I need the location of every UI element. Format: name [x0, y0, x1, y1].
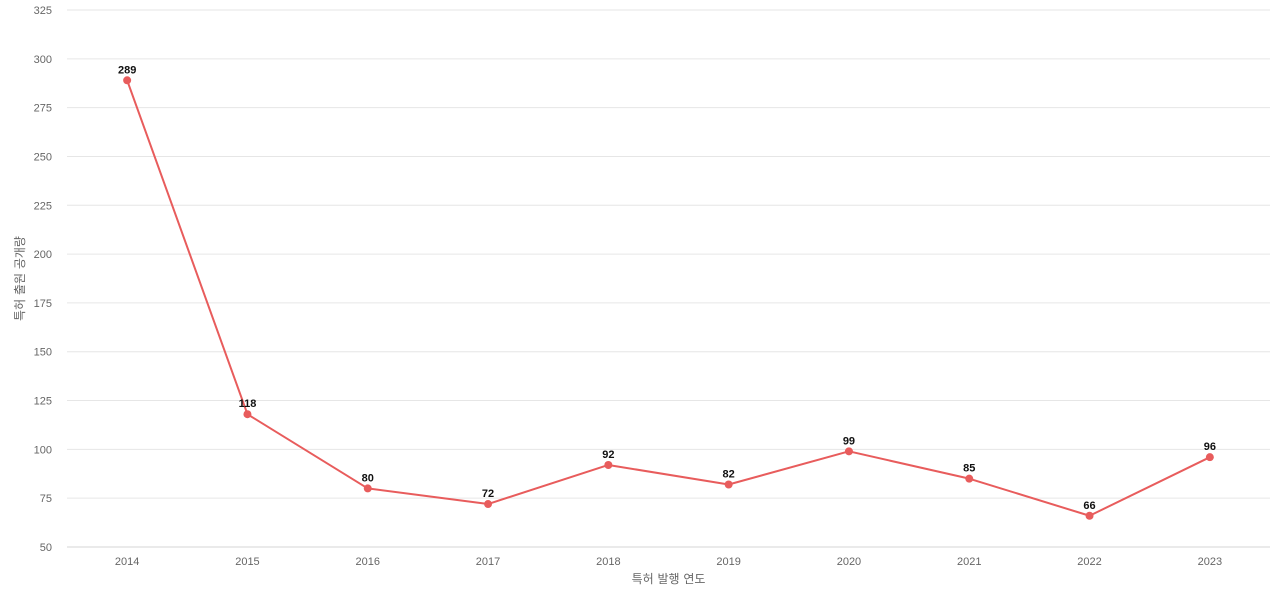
data-label: 289 — [118, 64, 136, 76]
data-points — [123, 76, 1214, 520]
y-tick-label: 75 — [40, 493, 52, 505]
x-axis-title: 특허 발행 연도 — [632, 571, 706, 586]
x-tick-label: 2014 — [115, 556, 139, 568]
data-point[interactable] — [724, 480, 733, 489]
y-tick-label: 125 — [34, 396, 52, 408]
y-axis-ticks: 50 75 100 125 150 175 200 225 250 275 300 325 — [34, 5, 52, 554]
y-tick-label: 225 — [34, 200, 52, 212]
y-tick-label: 200 — [34, 249, 52, 261]
series-line — [126, 79, 1211, 517]
data-label: 99 — [843, 435, 855, 447]
y-tick-label: 325 — [34, 5, 52, 17]
series-layer — [126, 79, 1211, 517]
data-point[interactable] — [604, 460, 613, 469]
y-tick-label: 50 — [40, 542, 52, 554]
x-tick-label: 2022 — [1077, 556, 1101, 568]
x-tick-label: 2023 — [1198, 556, 1222, 568]
data-point[interactable] — [243, 410, 252, 419]
x-axis-ticks: 2014 2015 2016 2017 2018 2019 2020 2021 2022 2023 — [115, 556, 1222, 568]
y-tick-label: 250 — [34, 151, 52, 163]
data-point[interactable] — [484, 500, 493, 509]
x-tick-label: 2015 — [235, 556, 259, 568]
data-label: 82 — [723, 469, 735, 481]
data-label: 96 — [1204, 441, 1216, 453]
x-tick-label: 2016 — [356, 556, 380, 568]
x-tick-label: 2020 — [837, 556, 861, 568]
data-label: 85 — [963, 463, 975, 475]
gridlines — [67, 9, 1270, 499]
data-point[interactable] — [123, 76, 132, 85]
y-tick-label: 300 — [34, 54, 52, 66]
x-tick-label: 2018 — [596, 556, 620, 568]
data-label: 80 — [362, 472, 374, 484]
y-tick-label: 150 — [34, 347, 52, 359]
data-point[interactable] — [844, 447, 853, 456]
data-point[interactable] — [1085, 511, 1094, 520]
y-axis-title: 특허 출원 공개량 — [13, 236, 27, 321]
data-point[interactable] — [363, 484, 372, 493]
y-tick-label: 275 — [34, 103, 52, 115]
y-tick-label: 175 — [34, 298, 52, 310]
data-label: 118 — [239, 398, 257, 410]
data-label: 66 — [1083, 500, 1095, 512]
data-label: 92 — [602, 449, 614, 461]
y-tick-label: 100 — [34, 444, 52, 456]
data-labels: 289 118 80 72 92 82 99 85 66 96 — [118, 64, 1216, 511]
data-point[interactable] — [1205, 453, 1214, 462]
data-label: 72 — [482, 488, 494, 500]
x-tick-label: 2021 — [957, 556, 981, 568]
x-tick-label: 2017 — [476, 556, 500, 568]
x-tick-label: 2019 — [716, 556, 740, 568]
data-point[interactable] — [965, 474, 974, 483]
